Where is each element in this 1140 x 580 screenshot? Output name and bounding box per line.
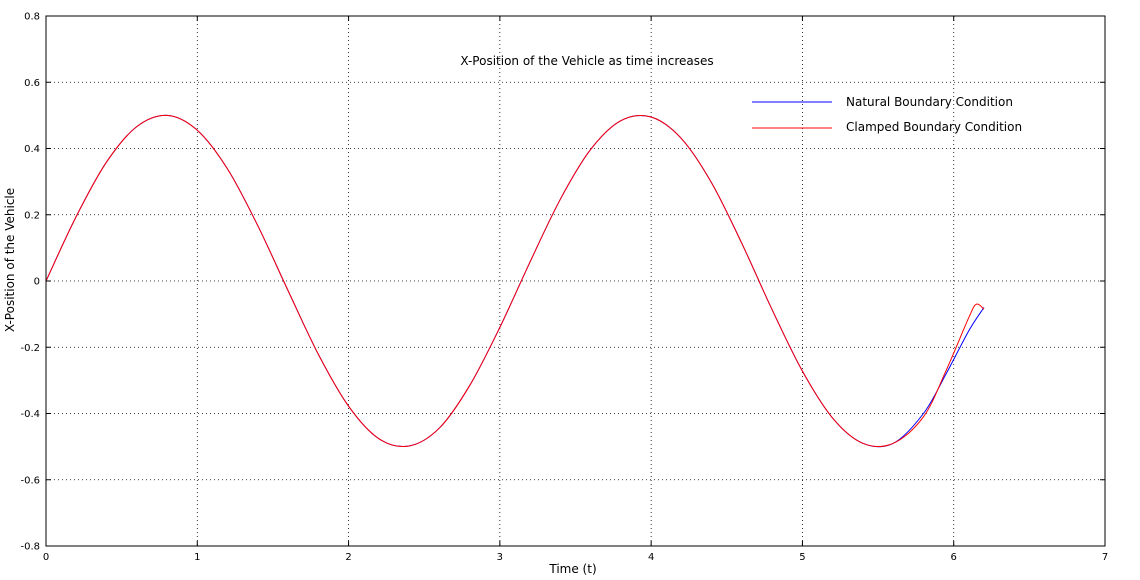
series-layer	[45, 114, 985, 448]
x-axis-label: Time (t)	[548, 562, 596, 576]
y-tick-label: -0.8	[20, 542, 40, 553]
series-line-clamped	[45, 114, 985, 448]
y-tick-label: 0.6	[24, 78, 40, 89]
chart-title: X-Position of the Vehicle as time increa…	[460, 54, 713, 68]
legend: Natural Boundary Condition Clamped Bound…	[752, 95, 1022, 134]
axis-ticks	[45, 15, 1106, 547]
x-tick-label: 5	[799, 552, 805, 563]
x-tick-label: 1	[194, 552, 200, 563]
x-tick-label: 4	[648, 552, 654, 563]
y-tick-label: -0.6	[20, 475, 40, 486]
y-tick-label: 0	[34, 277, 40, 288]
x-tick-label: 2	[345, 552, 351, 563]
y-tick-label: -0.2	[20, 343, 40, 354]
x-tick-label: 7	[1102, 552, 1108, 563]
legend-label-clamped: Clamped Boundary Condition	[846, 120, 1022, 134]
x-tick-label: 3	[497, 552, 503, 563]
y-tick-label: 0.4	[24, 144, 40, 155]
y-tick-label: 0.8	[24, 12, 40, 23]
legend-label-natural: Natural Boundary Condition	[846, 95, 1013, 109]
tick-labels: 0 1 2 3 4 5 6 7 -0.8 -0.6 -0.4 -0.2 0 0.2 0.4 0.6 0.8	[20, 12, 1108, 564]
y-tick-label: -0.4	[20, 409, 40, 420]
x-tick-label: 6	[951, 552, 957, 563]
y-tick-label: 0.2	[24, 210, 40, 221]
y-axis-label: X-Position of the Vehicle	[3, 188, 17, 332]
x-tick-label: 0	[43, 552, 49, 563]
grid-lines	[46, 16, 1105, 546]
